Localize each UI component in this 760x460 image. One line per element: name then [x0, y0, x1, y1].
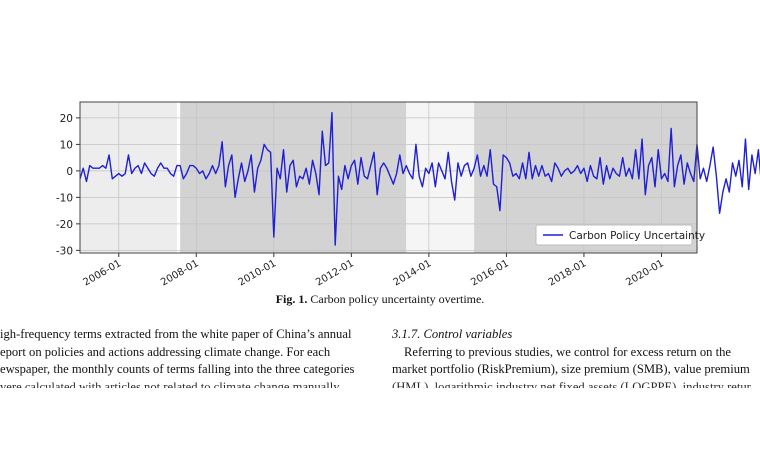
legend-box	[535, 224, 693, 246]
y-tick-label: -20	[56, 219, 73, 231]
section-heading: 3.1.7. Control variables	[392, 327, 513, 341]
shaded-period	[406, 102, 475, 253]
carbon-policy-uncertainty-chart: 20 10 0 -10 -20 -30 2006-01 2008-01 2010-01 2012…	[56, 101, 760, 288]
x-tick-label: 2010-01	[237, 258, 279, 288]
shaded-periods	[80, 102, 697, 253]
legend: Carbon Policy Uncertainty	[535, 224, 705, 246]
body-line: Referring to previous studies, we contro…	[404, 344, 731, 359]
y-tick-label: 10	[60, 139, 73, 151]
body-line: market portfolio (RiskPremium), size pre…	[392, 362, 750, 376]
body-line: eport on policies and actions addressing…	[0, 344, 331, 359]
body-line: igh-frequency terms extracted from the w…	[0, 327, 352, 341]
figure-caption: Fig. 1. Carbon policy uncertainty overti…	[0, 292, 760, 307]
figure-label: Fig. 1.	[275, 292, 308, 306]
body-line-cut: vere calculated with articles not relate…	[0, 379, 340, 394]
body-line: ewspaper, the monthly counts of terms fa…	[0, 362, 355, 376]
plot-frame	[79, 101, 698, 254]
x-tick-label: 2012-01	[314, 258, 356, 288]
x-tick-label: 2014-01	[392, 258, 434, 288]
series-line	[79, 111, 760, 246]
shaded-period	[180, 102, 407, 253]
y-tick-label: 20	[60, 113, 73, 125]
series-lines	[79, 111, 760, 246]
x-tick-label: 2006-01	[82, 258, 124, 288]
y-tick-label: -30	[56, 245, 73, 257]
left-column-text: igh-frequency terms extracted from the w…	[0, 326, 376, 396]
x-tick-label: 2018-01	[547, 258, 589, 288]
x-tick-label: 2016-01	[469, 258, 511, 288]
y-tick-label: -10	[56, 192, 73, 204]
figure-caption-text: Carbon policy uncertainty overtime.	[310, 292, 485, 306]
grid-lines	[80, 102, 697, 253]
x-tick-label: 2008-01	[159, 258, 201, 288]
x-axis: 2006-01 2008-01 2010-01 2012-01 2014-01 2016-…	[82, 253, 666, 288]
x-tick-label: 2020-01	[624, 258, 666, 288]
shaded-period	[80, 102, 177, 253]
y-tick-label: 0	[66, 166, 73, 178]
right-column-text: 3.1.7. Control variables Referring to pr…	[392, 326, 760, 396]
body-line-cut: (HML), logarithmic industry net fixed as…	[392, 379, 751, 394]
y-axis: 20 10 0 -10 -20 -30	[56, 113, 80, 257]
legend-entry: Carbon Policy Uncertainty	[569, 230, 705, 242]
